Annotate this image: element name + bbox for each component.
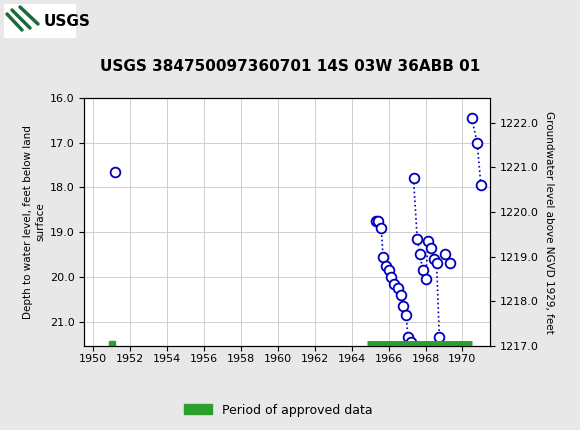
FancyBboxPatch shape [4, 4, 76, 38]
Text: USGS: USGS [44, 13, 91, 28]
Text: USGS 384750097360701 14S 03W 36ABB 01: USGS 384750097360701 14S 03W 36ABB 01 [100, 59, 480, 74]
Y-axis label: Groundwater level above NGVD 1929, feet: Groundwater level above NGVD 1929, feet [545, 111, 554, 333]
Y-axis label: Depth to water level, feet below land
surface: Depth to water level, feet below land su… [23, 125, 45, 319]
Legend: Period of approved data: Period of approved data [179, 399, 378, 421]
